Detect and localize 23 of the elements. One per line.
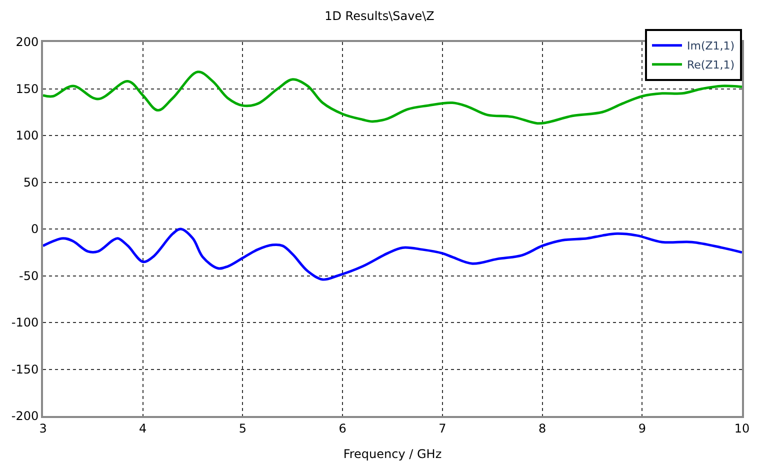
x-tick-label: 10	[734, 421, 750, 436]
y-tick-label: 150	[16, 82, 39, 96]
y-tick-label: 200	[16, 35, 39, 50]
legend-label: Im(Z1,1)	[687, 40, 735, 53]
y-tick-label: 0	[30, 222, 39, 236]
x-tick-label: 8	[538, 421, 546, 436]
y-tick-label: 100	[16, 128, 39, 143]
y-tick-label: -50	[18, 268, 39, 283]
y-tick-label: -100	[11, 316, 39, 330]
x-axis-title: Frequency / GHz	[343, 446, 442, 461]
y-tick-label: 50	[23, 175, 39, 190]
x-tick-label: 7	[438, 421, 446, 436]
y-tick-label: -150	[11, 362, 39, 376]
legend-label: Re(Z1,1)	[687, 58, 735, 72]
x-tick-label: 5	[238, 421, 247, 436]
x-tick-label: 3	[39, 421, 47, 436]
chart-title: 1D Results\Save\Z	[324, 9, 434, 24]
line-series	[43, 70, 742, 125]
x-tick-label: 6	[338, 421, 346, 436]
x-tick-label: 4	[139, 421, 147, 436]
line-series	[43, 228, 742, 281]
x-tick-label: 9	[638, 421, 646, 436]
y-tick-label: -200	[11, 409, 39, 424]
